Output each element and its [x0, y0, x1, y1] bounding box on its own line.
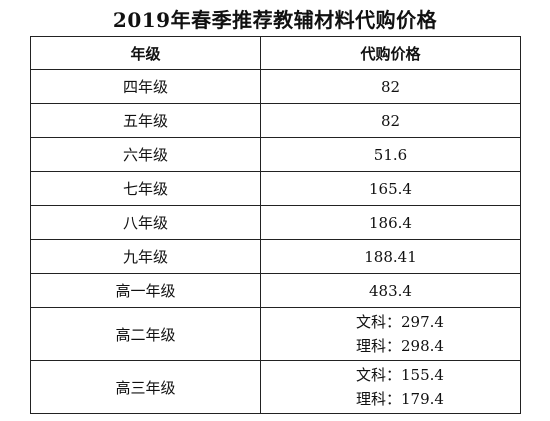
grade-cell: 八年级 — [30, 205, 261, 240]
price-cell: 51.6 — [260, 137, 521, 172]
table-row: 七年级 165.4 — [30, 171, 521, 206]
grade-cell: 五年级 — [30, 103, 261, 138]
price-cell: 文科：297.4 理科：298.4 — [260, 307, 521, 361]
table-row: 八年级 186.4 — [30, 205, 521, 240]
price-liberal-arts: 文科：155.4 — [356, 366, 444, 384]
grade-cell: 七年级 — [30, 171, 261, 206]
header-grade: 年级 — [30, 36, 261, 70]
table-row: 六年级 51.6 — [30, 137, 521, 172]
price-science: 理科：298.4 — [356, 337, 444, 355]
header-price: 代购价格 — [260, 36, 521, 70]
price-cell: 483.4 — [260, 273, 521, 308]
price-table: 年级 代购价格 四年级 82 五年级 82 六年级 51.6 七年级 165.4… — [30, 36, 521, 414]
table-row: 四年级 82 — [30, 69, 521, 104]
price-science: 理科：179.4 — [356, 390, 444, 408]
price-cell: 82 — [260, 103, 521, 138]
grade-cell: 六年级 — [30, 137, 261, 172]
price-cell: 188.41 — [260, 239, 521, 274]
table-row: 五年级 82 — [30, 103, 521, 138]
grade-cell: 高三年级 — [30, 360, 261, 414]
table-row: 高三年级 文科：155.4 理科：179.4 — [30, 360, 521, 414]
price-liberal-arts: 文科：297.4 — [356, 313, 444, 331]
table-row: 高一年级 483.4 — [30, 273, 521, 308]
grade-cell: 九年级 — [30, 239, 261, 274]
table-header-row: 年级 代购价格 — [30, 36, 521, 70]
price-cell: 82 — [260, 69, 521, 104]
table-row: 高二年级 文科：297.4 理科：298.4 — [30, 307, 521, 361]
price-cell: 186.4 — [260, 205, 521, 240]
price-cell: 165.4 — [260, 171, 521, 206]
grade-cell: 高一年级 — [30, 273, 261, 308]
document-title: 2019年春季推荐教辅材料代购价格 — [112, 8, 438, 32]
grade-cell: 四年级 — [30, 69, 261, 104]
grade-cell: 高二年级 — [30, 307, 261, 361]
table-row: 九年级 188.41 — [30, 239, 521, 274]
price-cell: 文科：155.4 理科：179.4 — [260, 360, 521, 414]
